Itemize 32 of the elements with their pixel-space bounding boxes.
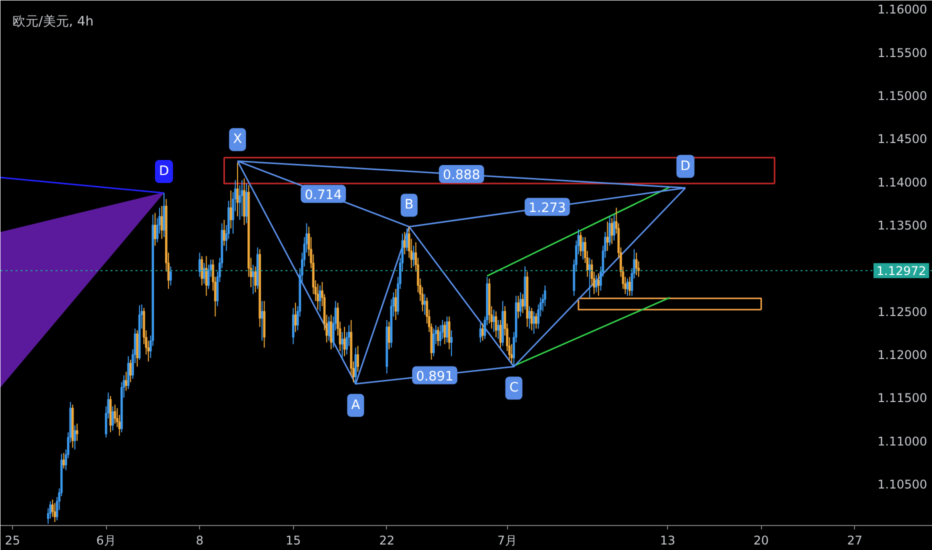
x-tick-label: 20 [754, 534, 769, 548]
data-label: D [680, 158, 690, 174]
y-tick-label: 1.12500 [878, 304, 928, 319]
annotation: 0.891 [416, 369, 454, 384]
x-tick-label: 8 [196, 534, 204, 548]
y-tick-label: 1.14500 [878, 132, 928, 146]
data-label: B [404, 198, 414, 213]
y-tick-label: 1.15500 [878, 46, 928, 60]
ref-line-label: 1.12972 [876, 264, 926, 278]
annotation: 1.273 [528, 200, 566, 216]
x-tick-label: 15 [286, 534, 301, 548]
y-tick-label: 1.11000 [878, 434, 928, 448]
x-tick-label: 22 [379, 534, 394, 548]
y-tick-label: 1.13500 [878, 218, 928, 233]
y-tick-label: 1.15000 [878, 88, 928, 103]
x-tick-label: 7月 [497, 534, 517, 548]
y-tick-label: 1.11500 [878, 391, 928, 406]
annotation: 0.714 [304, 188, 342, 203]
x-tick-label: 25 [4, 534, 20, 548]
data-label: D [159, 164, 170, 180]
x-tick-label: 13 [660, 534, 676, 548]
y-tick-label: 1.14000 [878, 175, 928, 190]
x-tick-label: 6月 [96, 534, 116, 548]
text: 欧元/美元, 4h [12, 14, 94, 30]
y-tick-label: 1.12000 [878, 348, 928, 362]
annotation: 0.888 [442, 168, 480, 184]
data-label: X [233, 132, 242, 148]
y-tick-label: 1.10500 [878, 478, 928, 492]
x-tick-label: 27 [847, 534, 862, 548]
y-tick-label: 1.16000 [878, 2, 928, 17]
data-label: A [351, 398, 360, 413]
data-label: C [509, 380, 518, 396]
